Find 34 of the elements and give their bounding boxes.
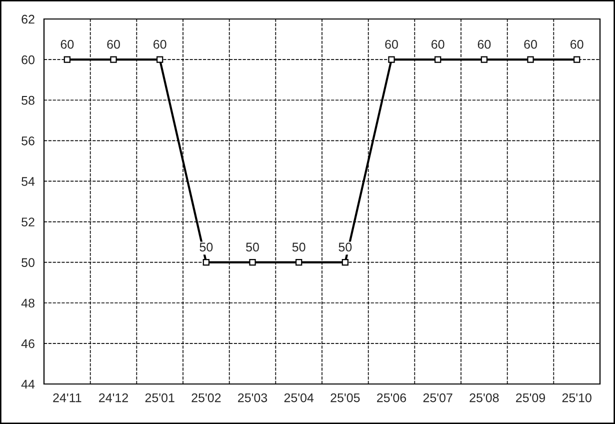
x-tick-label: 25'07: [423, 393, 452, 402]
x-tick-label: 25'01: [145, 393, 174, 402]
x-tick-label: 25'04: [284, 393, 314, 402]
data-label: 60: [478, 40, 491, 49]
y-tick-label: 48: [21, 298, 34, 308]
data-label: 60: [570, 40, 584, 49]
x-tick-label: 24'11: [53, 393, 82, 402]
x-tick-label: 25'02: [192, 393, 221, 402]
x-tick-label: 25'08: [470, 393, 499, 402]
data-label: 50: [338, 242, 352, 252]
y-tick-label: 58: [22, 96, 34, 105]
data-label: 50: [246, 242, 259, 252]
data-label: 60: [432, 40, 444, 49]
data-label: 60: [60, 40, 74, 49]
x-tick-label: 24'12: [99, 393, 128, 402]
y-tick-label: 52: [22, 218, 34, 226]
data-label: 50: [200, 242, 213, 252]
data-label: 60: [154, 40, 166, 49]
x-tick-label: 25'03: [238, 393, 268, 402]
y-tick-label: 60: [22, 55, 34, 64]
y-tick-label: 44: [21, 380, 35, 389]
y-tick-label: 56: [22, 136, 34, 146]
x-tick-label: 25'06: [377, 393, 406, 402]
y-tick-label: 46: [21, 339, 34, 348]
data-label: 50: [292, 242, 306, 252]
y-tick-label: 54: [22, 177, 35, 186]
x-tick-label: 25'09: [516, 393, 546, 402]
data-label: 60: [524, 40, 537, 49]
x-tick-label: 25'10: [562, 393, 592, 402]
y-tick-label: 50: [22, 258, 34, 267]
y-tick-label: 62: [22, 14, 34, 24]
data-label: 60: [385, 40, 398, 49]
data-label: 60: [107, 40, 120, 49]
x-tick-label: 25'05: [330, 393, 360, 402]
